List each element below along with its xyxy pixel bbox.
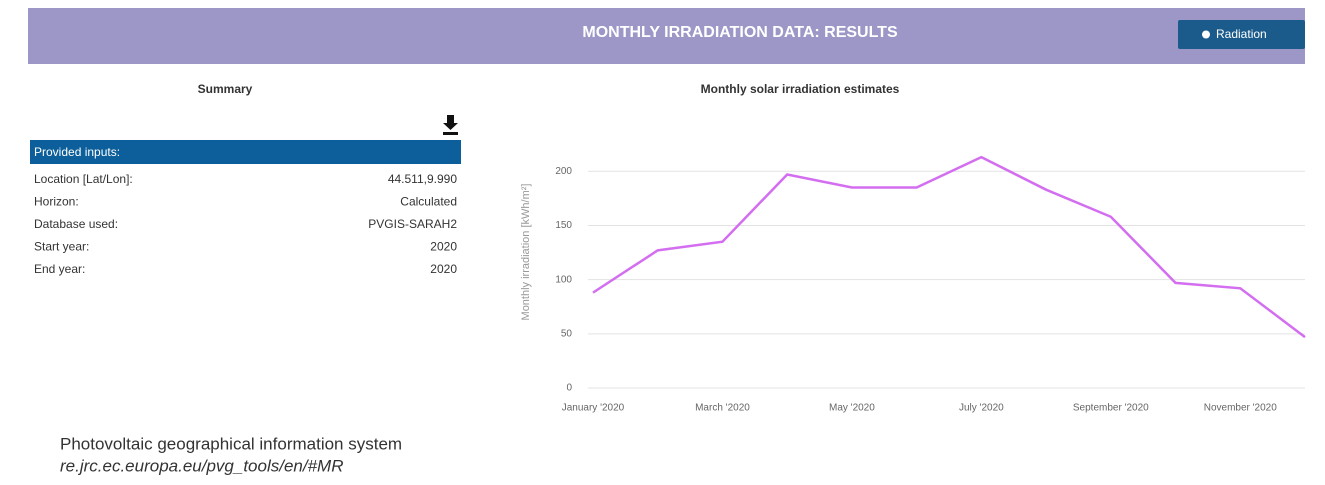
data-line — [592, 155, 1306, 339]
summary-title: Summary — [198, 82, 253, 96]
chart-title: Monthly solar irradiation estimates — [701, 82, 900, 96]
radiation-button[interactable] — [1178, 20, 1305, 49]
y-tick-label: 100 — [555, 274, 572, 285]
row-label: Database used: — [34, 217, 118, 231]
button-label[interactable]: Radiation — [1216, 27, 1267, 41]
x-tick-label: November '2020 — [1204, 403, 1278, 414]
x-tick-label: July '2020 — [959, 403, 1004, 414]
row-value: 2020 — [430, 262, 457, 276]
y-axis-label: Monthly irradiation [kWh/m²] — [520, 184, 532, 321]
x-tick-label: September '2020 — [1073, 403, 1149, 414]
download-icon[interactable] — [443, 115, 458, 135]
row-label: End year: — [34, 262, 85, 276]
section-band — [30, 140, 461, 164]
y-tick-label: 200 — [555, 166, 572, 177]
x-tick-label: May '2020 — [829, 403, 875, 414]
download-bar — [443, 132, 458, 135]
footer-link: re.jrc.ec.europa.eu/pvg_tools/en/#MR — [60, 456, 344, 475]
row-label: Location [Lat/Lon]: — [34, 172, 133, 186]
y-tick-label: 50 — [561, 328, 573, 339]
section-title: Provided inputs: — [34, 145, 120, 159]
header-bar — [28, 8, 1305, 64]
x-tick-label: January '2020 — [562, 403, 625, 414]
row-value: 2020 — [430, 240, 457, 254]
x-tick-label: March '2020 — [695, 403, 750, 414]
row-label: Horizon: — [34, 195, 79, 209]
y-tick-label: 0 — [566, 383, 572, 394]
header-title: MONTHLY IRRADIATION DATA: RESULTS — [582, 24, 898, 41]
button-icon — [1202, 30, 1210, 39]
y-tick-label: 150 — [555, 220, 572, 231]
row-value: 44.511,9.990 — [388, 172, 458, 186]
row-value: Calculated — [400, 195, 457, 209]
row-value: PVGIS-SARAH2 — [368, 217, 457, 231]
footer-line: Photovoltaic geographical information sy… — [60, 434, 402, 453]
row-label: Start year: — [34, 240, 89, 254]
download-arrow — [443, 115, 458, 130]
